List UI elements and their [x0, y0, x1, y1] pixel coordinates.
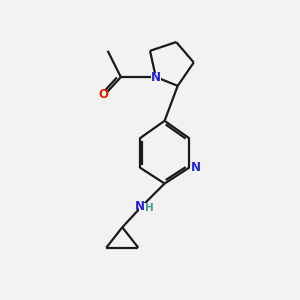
Bar — [151, 73, 160, 81]
Text: O: O — [98, 88, 108, 101]
Text: N: N — [191, 161, 201, 174]
Bar — [99, 91, 107, 99]
Text: N: N — [135, 200, 145, 213]
Bar — [139, 203, 152, 211]
Text: H: H — [145, 203, 154, 213]
Bar — [192, 164, 200, 172]
Text: N: N — [151, 70, 161, 84]
